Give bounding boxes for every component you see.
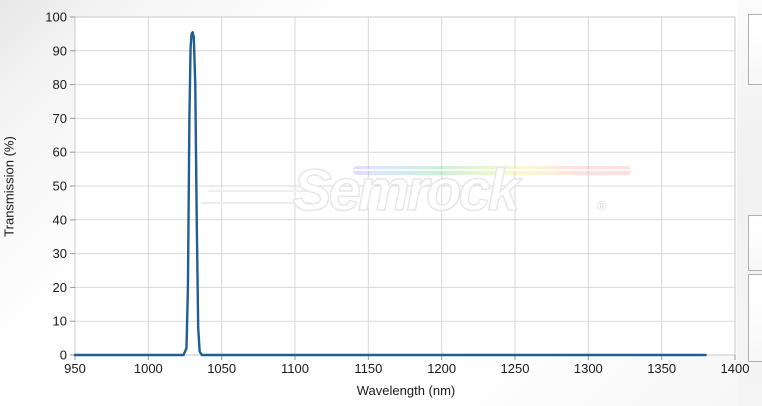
y-tick-label: 0 (60, 348, 67, 363)
x-tick-label: 1300 (574, 361, 603, 376)
x-tick-label: 1250 (501, 361, 530, 376)
y-tick-label: 10 (53, 314, 67, 329)
x-tick-label: 1200 (427, 361, 456, 376)
y-tick-label: 90 (53, 43, 67, 58)
y-axis-label: Transmission (%) (1, 136, 17, 237)
x-tick-label: 1400 (721, 361, 750, 376)
x-tick-label: 1150 (354, 361, 382, 376)
y-tick-label: 40 (53, 212, 67, 227)
y-tick-label: 100 (45, 10, 67, 25)
x-tick-label: 1050 (207, 361, 236, 376)
y-tick-label: 80 (53, 77, 67, 92)
y-tick-label: 20 (53, 280, 67, 295)
y-tick-label: 50 (53, 179, 67, 194)
x-tick-label: 1000 (134, 361, 163, 376)
side-panel-button-2[interactable] (748, 215, 762, 271)
x-tick-label: 1100 (281, 361, 309, 376)
side-panel-button-3[interactable] (748, 274, 762, 362)
x-tick-label: 950 (64, 361, 86, 376)
y-tick-label: 60 (53, 145, 67, 160)
side-panel-button-1[interactable] (748, 14, 762, 85)
y-tick-label: 30 (53, 246, 67, 261)
transmission-line (73, 31, 707, 357)
x-tick-label: 1350 (647, 361, 676, 376)
y-tick-label: 70 (53, 111, 67, 126)
x-axis-label: Wavelength (nm) (356, 383, 456, 398)
